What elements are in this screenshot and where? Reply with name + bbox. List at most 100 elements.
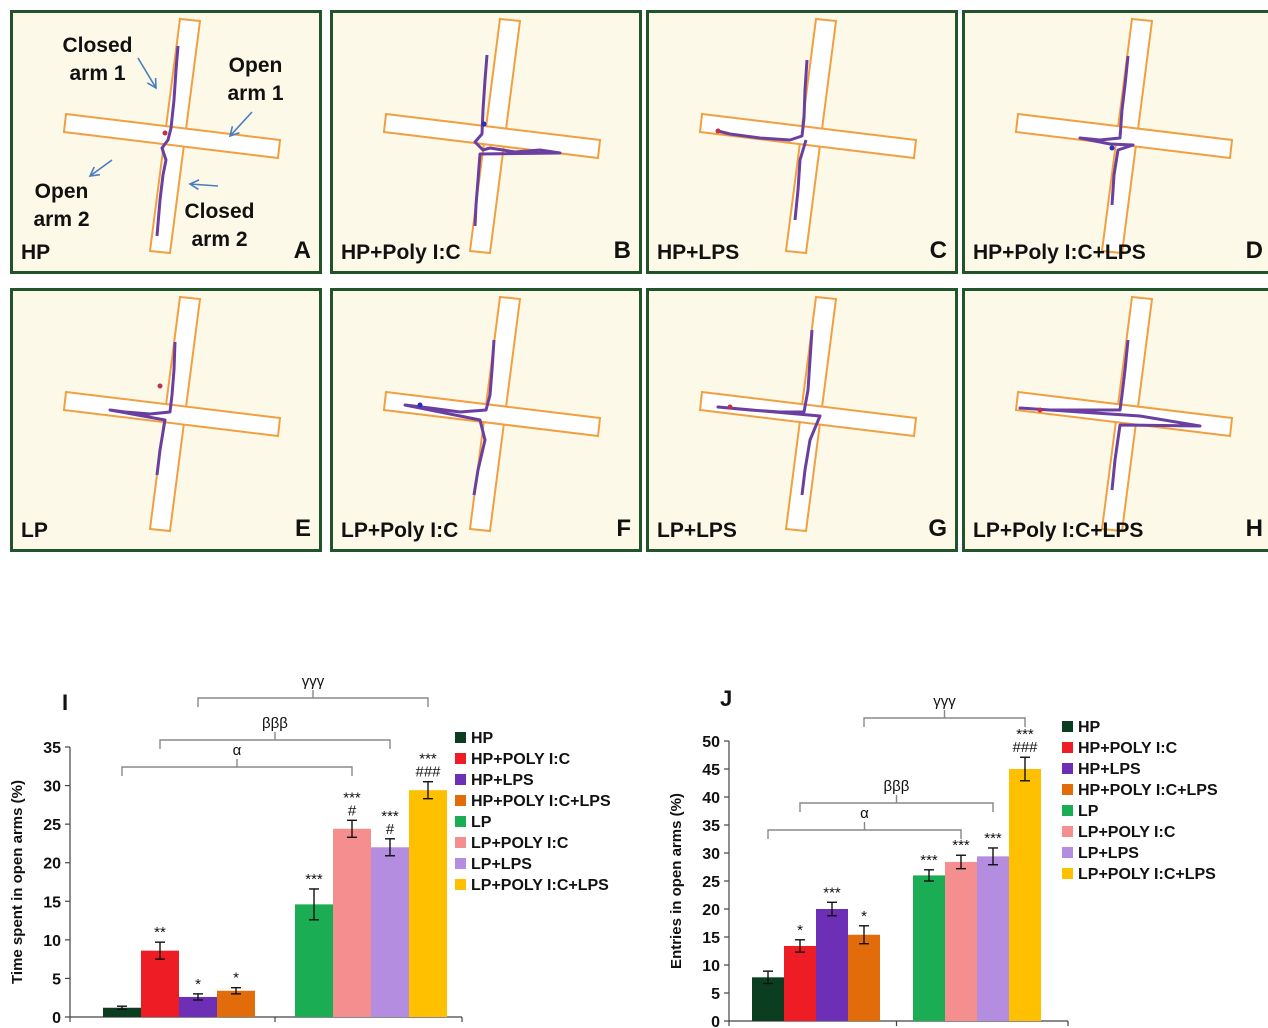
panel-letter: F	[616, 515, 631, 542]
y-tick-label: 10	[43, 933, 61, 950]
legend-label: LP+POLY I:C+LPS	[471, 877, 609, 894]
chart-panel-letter: J	[720, 686, 732, 711]
y-tick-label: 20	[43, 856, 61, 873]
open-arm	[62, 112, 282, 160]
open-arm	[382, 112, 602, 160]
annotation-arrow-head	[146, 77, 157, 90]
annotation-open-arm-2: Open arm 2	[33, 180, 90, 231]
maze-drawing	[62, 295, 282, 533]
bracket-label: α	[233, 742, 242, 759]
legend-swatch	[455, 753, 466, 764]
movement-track	[108, 341, 177, 476]
legend-label: HP+POLY I:C	[471, 751, 571, 768]
maze-panel-f: LP+Poly I:C F	[330, 288, 642, 552]
significance-label: ***	[419, 751, 437, 768]
maze-panel-h: LP+Poly I:C+LPS H	[962, 288, 1268, 552]
panel-label: LP	[21, 519, 48, 542]
legend-swatch	[455, 774, 466, 785]
y-tick-label: 10	[702, 958, 720, 975]
comparison-bracket	[121, 766, 353, 776]
significance-label: ***	[952, 837, 970, 854]
legend-label: LP+POLY I:C	[1078, 824, 1176, 841]
legend-label: HP+LPS	[471, 772, 534, 789]
annotation-open-arm-1: Open arm 1	[227, 54, 284, 105]
y-tick-label: 45	[702, 762, 720, 779]
significance-label: ***	[381, 808, 399, 825]
y-tick-label: 40	[702, 790, 720, 807]
track-marker	[157, 383, 163, 389]
panel-label: LP+LPS	[657, 519, 737, 542]
y-tick-label: 30	[43, 779, 61, 796]
maze-panel-c: HP+LPS C	[646, 10, 958, 274]
comparison-bracket	[863, 717, 1026, 727]
bar	[752, 977, 784, 1021]
significance-label: *	[195, 976, 201, 993]
legend-swatch	[455, 732, 466, 743]
y-tick-label: 0	[711, 1014, 720, 1028]
maze-drawing	[698, 295, 918, 533]
legend-label: HP+POLY I:C+LPS	[471, 793, 611, 810]
y-tick-label: 20	[702, 902, 720, 919]
legend-swatch	[1062, 826, 1073, 837]
maze-panel-g: LP+LPS G	[646, 288, 958, 552]
panel-letter: A	[293, 237, 311, 264]
movement-track	[155, 45, 180, 237]
annotation-arrow	[89, 159, 113, 177]
legend-swatch	[1062, 742, 1073, 753]
y-tick-label: 25	[702, 874, 720, 891]
maze-drawing	[698, 17, 918, 255]
bar	[371, 847, 409, 1017]
bar	[816, 909, 848, 1021]
annotation-closed-arm-1: Closed arm 1	[62, 34, 133, 85]
bar	[295, 904, 333, 1017]
legend-label: HP+LPS	[1078, 761, 1141, 778]
track-marker	[715, 128, 721, 134]
annotation-arrow-head	[228, 126, 240, 138]
annotation-arrow-head	[88, 166, 101, 177]
maze-drawing	[62, 17, 282, 255]
bar-charts: I 0 5 10 15 20 25 30 35 Time spent in open arms (…	[9, 673, 1218, 1028]
movement-track	[473, 54, 562, 227]
legend-swatch	[1062, 763, 1073, 774]
chart-panel-letter: I	[62, 690, 68, 715]
movement-track	[717, 59, 809, 221]
bar	[217, 990, 255, 1017]
legend-label: HP	[1078, 719, 1101, 736]
maze-panel-e: LP E	[10, 288, 322, 552]
comparison-bracket	[159, 739, 391, 749]
y-tick-label: 5	[711, 986, 720, 1003]
y-tick-label: 50	[702, 734, 720, 751]
bracket-label: βββ	[884, 778, 910, 795]
y-tick-label: 15	[702, 930, 720, 947]
legend-swatch	[1062, 805, 1073, 816]
y-tick-label: 0	[52, 1010, 61, 1027]
movement-track	[1078, 55, 1135, 206]
bar	[103, 1007, 141, 1017]
panel-label: LP+Poly I:C	[341, 519, 459, 542]
bracket-label: γγγ	[933, 693, 956, 710]
panel-label: LP+Poly I:C+LPS	[973, 519, 1144, 542]
significance-label: *	[797, 922, 803, 939]
y-axis-title: Time spent in open arms (%)	[9, 780, 26, 984]
comparison-bracket	[197, 697, 429, 707]
legend-label: HP+POLY I:C+LPS	[1078, 782, 1218, 799]
track-marker	[417, 402, 423, 408]
track-marker	[727, 404, 733, 410]
significance-label: ***	[305, 871, 323, 888]
track-marker	[1037, 407, 1043, 413]
y-tick-label: 35	[43, 740, 61, 757]
maze-panel-d: HP+Poly I:C+LPS D	[962, 10, 1268, 274]
maze-drawing	[1014, 17, 1234, 255]
panel-label: HP	[21, 241, 51, 264]
significance-label: ***	[984, 830, 1002, 847]
significance-label: ###	[1012, 739, 1038, 756]
significance-label: ***	[343, 789, 361, 806]
track-marker	[481, 121, 487, 127]
bracket-label: γγγ	[302, 673, 325, 690]
legend-label: LP+LPS	[1078, 845, 1139, 862]
track-marker	[1109, 145, 1115, 151]
significance-label: **	[154, 924, 166, 941]
comparison-bracket	[799, 802, 994, 812]
bar	[977, 856, 1009, 1021]
maze-panels: HP A HP+Poly I:C B HP+LPS C HP+Poly I:C+LPS D LP…	[10, 10, 1268, 552]
